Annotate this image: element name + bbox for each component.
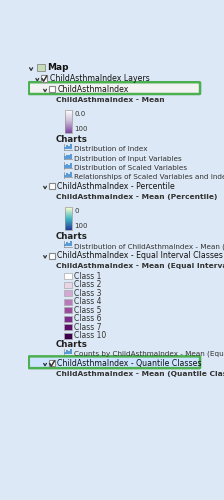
Text: Charts: Charts — [56, 340, 88, 348]
Text: Class 2: Class 2 — [75, 280, 102, 289]
Text: Class 10: Class 10 — [75, 331, 107, 340]
Bar — [68, 146, 70, 150]
Text: ChildAsthmaIndex: ChildAsthmaIndex — [57, 85, 129, 94]
Text: ChildAsthmaIndex - Mean (Equal Interval Classes): ChildAsthmaIndex - Mean (Equal Interval … — [56, 264, 224, 270]
Text: ChildAsthmaIndex - Percentile: ChildAsthmaIndex - Percentile — [57, 182, 175, 191]
Bar — [68, 174, 70, 177]
Text: Distribution of ChildAsthmaIndex - Mean (..: Distribution of ChildAsthmaIndex - Mean … — [75, 243, 224, 250]
Text: Class 3: Class 3 — [75, 289, 102, 298]
Text: Charts: Charts — [56, 232, 88, 241]
FancyBboxPatch shape — [29, 82, 200, 94]
Text: ChildAsthmaIndex - Quantile Classes: ChildAsthmaIndex - Quantile Classes — [57, 359, 202, 368]
Bar — [65, 282, 72, 288]
Bar — [66, 164, 68, 168]
Bar — [66, 154, 68, 158]
Bar — [65, 147, 66, 150]
Text: ChildAsthmaIndex Layers: ChildAsthmaIndex Layers — [50, 74, 149, 83]
Text: ChildAsthmaIndex - Equal Interval Classes: ChildAsthmaIndex - Equal Interval Classe… — [57, 251, 223, 260]
Text: 0.0: 0.0 — [75, 111, 86, 117]
Text: Class 4: Class 4 — [75, 298, 102, 306]
Bar — [70, 350, 71, 354]
Bar — [70, 163, 71, 168]
Bar — [65, 324, 72, 330]
Bar — [65, 166, 66, 168]
Bar — [65, 274, 72, 280]
Text: Charts: Charts — [56, 135, 88, 144]
Bar — [49, 360, 55, 366]
Text: Class 5: Class 5 — [75, 306, 102, 315]
Bar — [70, 144, 71, 150]
Text: Counts by ChildAsthmaIndex - Mean (Equa..: Counts by ChildAsthmaIndex - Mean (Equa.… — [75, 351, 224, 358]
Text: ChildAsthmaIndex - Mean (Percentile): ChildAsthmaIndex - Mean (Percentile) — [56, 194, 217, 200]
Bar — [65, 316, 72, 322]
Bar — [65, 156, 66, 158]
Text: Distribution of Scaled Variables: Distribution of Scaled Variables — [75, 165, 188, 171]
Bar — [68, 243, 70, 246]
Bar — [65, 207, 72, 230]
Text: Class 1: Class 1 — [75, 272, 102, 281]
Text: ChildAsthmaIndex - Mean (Quantile Classes): ChildAsthmaIndex - Mean (Quantile Classe… — [56, 371, 224, 377]
Text: Distribution of Index: Distribution of Index — [75, 146, 148, 152]
Text: 100: 100 — [75, 224, 88, 230]
Bar — [70, 172, 71, 177]
Bar — [65, 290, 72, 296]
Text: 0: 0 — [75, 208, 79, 214]
Bar — [65, 298, 72, 305]
Text: Map: Map — [47, 63, 69, 72]
Bar — [70, 242, 71, 246]
Text: 100: 100 — [75, 126, 88, 132]
Bar — [65, 110, 72, 133]
Bar — [68, 164, 70, 168]
Bar — [66, 146, 68, 150]
Text: Relationships of Scaled Variables and Index: Relationships of Scaled Variables and In… — [75, 174, 224, 180]
Bar — [68, 351, 70, 354]
Text: Class 7: Class 7 — [75, 322, 102, 332]
Bar — [65, 244, 66, 246]
Bar — [49, 252, 55, 258]
Bar — [68, 156, 70, 158]
Text: ChildAsthmaIndex - Mean: ChildAsthmaIndex - Mean — [56, 97, 164, 103]
Bar — [41, 76, 47, 82]
Bar — [65, 174, 66, 177]
Bar — [49, 86, 55, 92]
Bar — [70, 154, 71, 158]
FancyBboxPatch shape — [29, 356, 200, 368]
Bar — [66, 173, 68, 177]
Text: Distribution of Input Variables: Distribution of Input Variables — [75, 156, 182, 162]
Bar — [37, 64, 45, 71]
Bar — [65, 307, 72, 314]
Bar — [65, 352, 66, 354]
Bar — [65, 332, 72, 338]
Text: Class 6: Class 6 — [75, 314, 102, 323]
Bar — [66, 242, 68, 246]
Bar — [66, 350, 68, 354]
Bar — [49, 183, 55, 190]
